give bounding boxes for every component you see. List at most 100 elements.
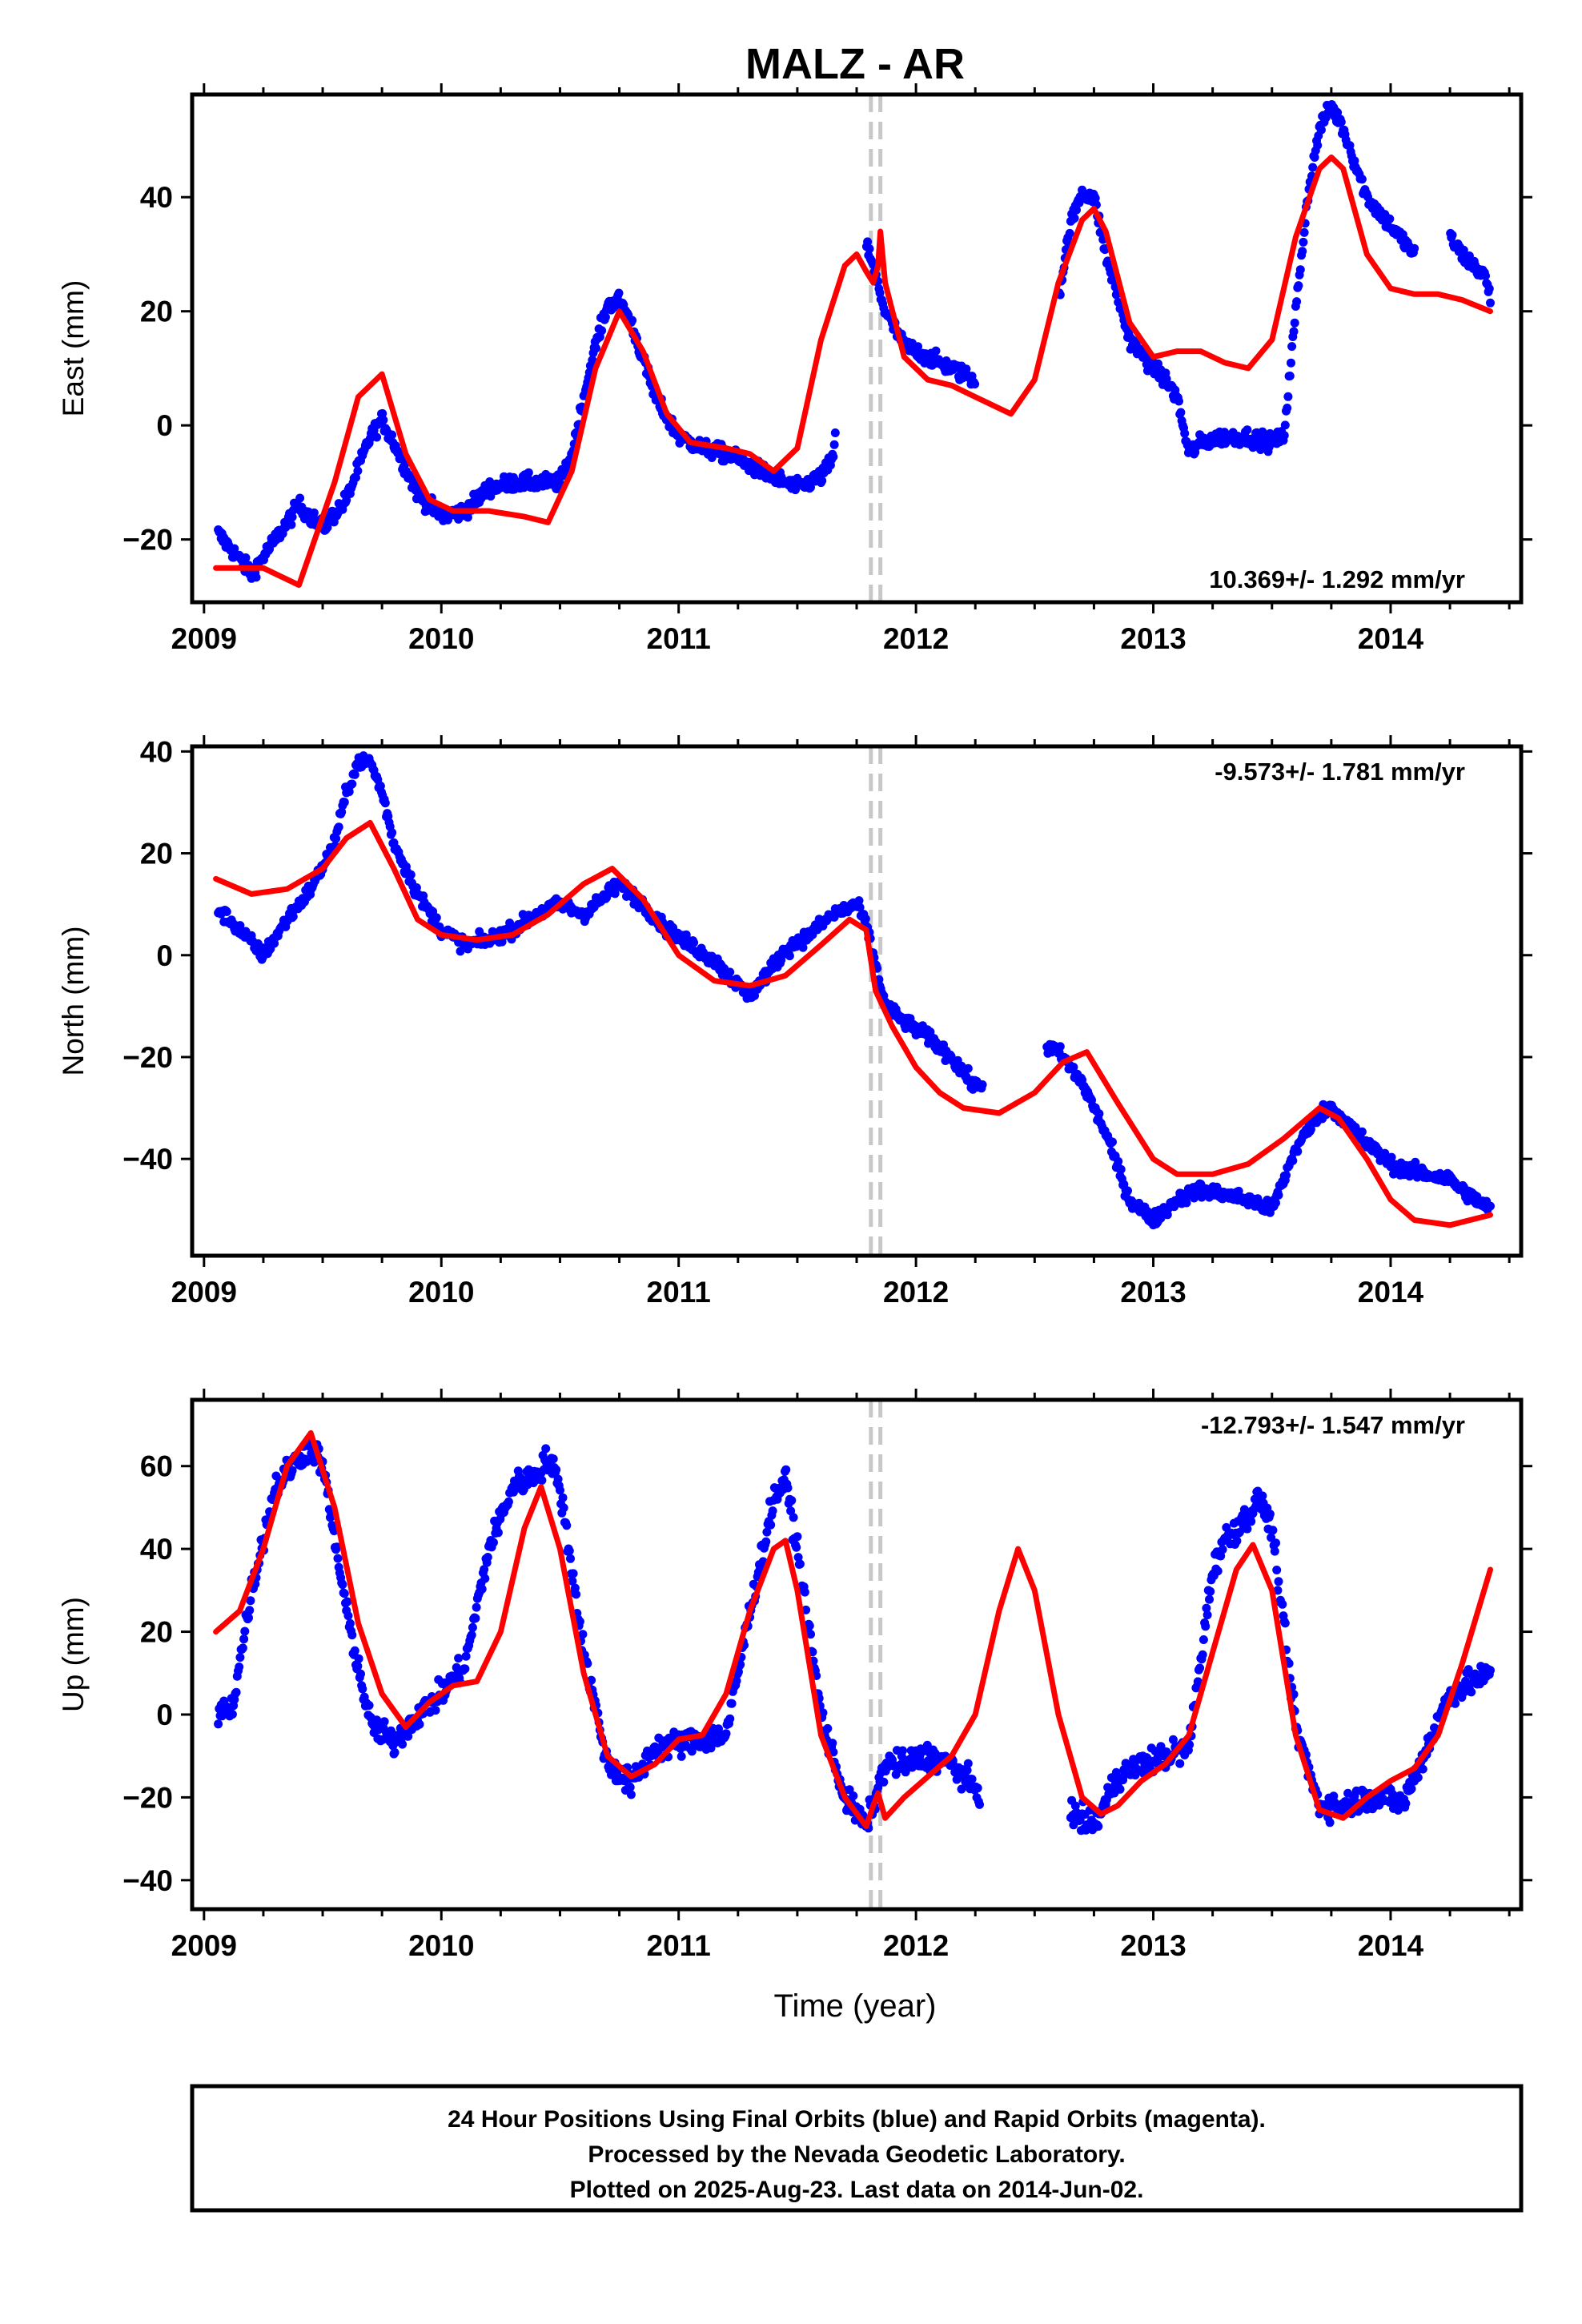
up-y-axis-title: Up (mm)	[57, 1597, 90, 1712]
east-data-point	[1295, 265, 1305, 275]
up-data-point	[1467, 1687, 1476, 1697]
east-data-point	[829, 452, 838, 461]
east-data-point	[1287, 358, 1295, 368]
up-data-point	[1193, 1677, 1203, 1687]
north-data-point	[1293, 1147, 1303, 1156]
up-data-point	[793, 1553, 803, 1562]
up-y-tick-label: −20	[122, 1781, 173, 1814]
up-data-point	[553, 1474, 563, 1484]
up-data-point	[415, 1719, 424, 1729]
up-data-point	[957, 1784, 966, 1794]
up-data-point	[823, 1723, 833, 1733]
up-data-point	[562, 1521, 572, 1530]
east-data-point	[463, 513, 472, 522]
up-data-point	[1271, 1538, 1280, 1548]
up-data-point	[1270, 1546, 1279, 1556]
north-data-point	[347, 779, 357, 789]
up-data-point	[552, 1465, 561, 1474]
up-data-point	[559, 1503, 568, 1513]
north-x-tick-label: 2009	[171, 1276, 237, 1309]
up-data-point	[786, 1506, 796, 1516]
up-data-point	[339, 1589, 349, 1598]
east-data-point	[1299, 237, 1308, 247]
east-model-line	[213, 154, 1493, 589]
east-data-point	[1336, 117, 1346, 127]
north-data-point	[1114, 1156, 1123, 1166]
east-data-point	[628, 316, 637, 325]
north-y-tick-label: 20	[140, 838, 173, 870]
up-data-point	[768, 1506, 777, 1516]
up-x-tick-label: 2014	[1358, 1929, 1424, 1962]
up-data-point	[1278, 1599, 1287, 1609]
east-data-point	[379, 416, 388, 424]
north-data-point	[725, 967, 735, 977]
east-data-point	[1285, 372, 1295, 380]
footer-line-3: Plotted on 2025-Aug-23. Last data on 201…	[570, 2177, 1144, 2203]
east-data-point	[1298, 247, 1307, 256]
up-data-point	[967, 1775, 977, 1784]
east-data-point	[1283, 392, 1293, 401]
east-data-point	[1333, 108, 1343, 117]
up-data-point	[1218, 1545, 1227, 1554]
east-data-point	[241, 553, 251, 562]
east-data-point	[372, 432, 382, 442]
up-data-point	[1206, 1586, 1215, 1596]
up-data-point	[480, 1565, 489, 1574]
up-data-point	[736, 1660, 745, 1669]
footer-line-1: 24 Hour Positions Using Final Orbits (bl…	[448, 2106, 1266, 2133]
east-data-point	[1289, 327, 1299, 336]
up-data-point	[625, 1783, 635, 1792]
north-y-tick-label: −40	[122, 1143, 173, 1176]
east-panel: 2009 2010 2011 2012 2013 2014 −20 0 20 40 East (mm…	[57, 83, 1532, 655]
up-data-point	[364, 1701, 374, 1710]
north-data-point	[785, 951, 794, 961]
north-data-point	[412, 883, 421, 892]
north-data-point	[288, 912, 298, 921]
up-data-point	[287, 1466, 297, 1475]
up-data-point	[477, 1584, 487, 1594]
up-data-point	[343, 1611, 353, 1621]
up-data-point	[302, 1457, 311, 1466]
up-data-point	[358, 1684, 367, 1694]
north-y-tick-label: 0	[156, 939, 173, 972]
up-data-point	[1265, 1510, 1275, 1519]
east-y-tick-label: −20	[122, 524, 173, 557]
up-y-tick-label: −40	[122, 1864, 173, 1897]
up-data-point	[806, 1630, 815, 1639]
east-data-point	[865, 244, 874, 254]
east-data-point	[863, 237, 873, 247]
north-data-point	[432, 913, 441, 923]
up-plot-area	[213, 1400, 1495, 1909]
up-data-point	[795, 1559, 805, 1569]
east-data-point	[970, 380, 980, 389]
east-data-point	[1308, 163, 1318, 172]
up-data-point	[898, 1746, 907, 1755]
up-x-tick-label: 2009	[171, 1929, 237, 1962]
up-data-point	[558, 1493, 568, 1502]
up-y-tick-label: 60	[140, 1450, 173, 1483]
east-data-point	[1243, 425, 1252, 435]
up-y-tick-label: 40	[140, 1533, 173, 1566]
north-data-point	[1094, 1109, 1104, 1119]
east-data-point	[1290, 318, 1299, 328]
up-data-point	[379, 1717, 389, 1727]
east-x-tick-label: 2010	[408, 622, 474, 655]
east-data-point	[1294, 281, 1303, 291]
up-data-point	[1232, 1536, 1242, 1546]
up-data-point	[1168, 1735, 1178, 1744]
north-data-point	[1306, 1124, 1315, 1134]
up-data-point	[783, 1483, 793, 1493]
north-data-point	[406, 870, 416, 879]
up-data-point	[404, 1731, 413, 1741]
up-data-point	[468, 1622, 477, 1632]
up-data-point	[1111, 1767, 1121, 1777]
north-data-point	[235, 921, 245, 931]
up-data-point	[1451, 1699, 1460, 1708]
north-data-point	[222, 907, 231, 916]
north-panel: 2009 2010 2011 2012 2013 2014 −40 −20 0 20 40 North…	[57, 735, 1532, 1309]
north-x-tick-label: 2010	[408, 1276, 474, 1309]
east-data-point	[1299, 227, 1309, 237]
east-data-point	[351, 472, 360, 482]
up-data-point	[227, 1710, 237, 1719]
